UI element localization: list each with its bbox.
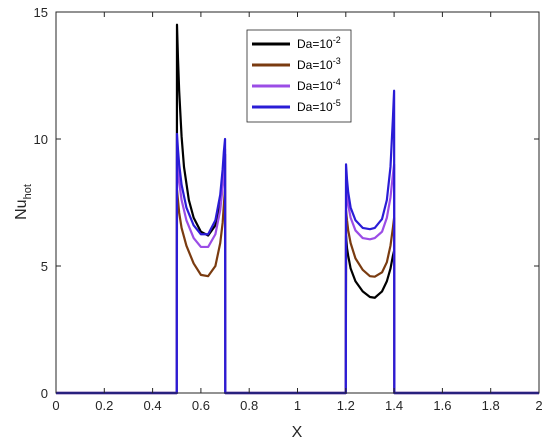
y-tick-label: 10 [34, 132, 48, 147]
y-axis-label-base: Nu [13, 199, 30, 219]
y-axis-label: Nuhot [13, 184, 34, 220]
x-tick-label: 0 [52, 398, 59, 413]
x-tick-label: 0.4 [144, 398, 162, 413]
legend-label: Da=10-4 [297, 77, 341, 93]
y-tick-label: 15 [34, 5, 48, 20]
legend-label: Da=10-5 [297, 98, 341, 114]
y-axis-label-sub: hot [22, 184, 34, 199]
legend-label: Da=10-3 [297, 56, 341, 72]
x-tick-label: 1.4 [385, 398, 403, 413]
x-tick-label: 0.6 [192, 398, 210, 413]
x-tick-label: 1.8 [482, 398, 500, 413]
y-tick-label: 0 [41, 386, 48, 401]
x-tick-label: 0.8 [240, 398, 258, 413]
x-tick-label: 0.2 [95, 398, 113, 413]
x-tick-label: 2 [535, 398, 542, 413]
x-tick-label: 1 [294, 398, 301, 413]
legend-label: Da=10-2 [297, 35, 341, 51]
y-tick-label: 5 [41, 259, 48, 274]
x-axis-ticks: 0 0.2 0.4 0.6 0.8 1 1.2 1.4 1.6 1.8 2 [52, 12, 543, 413]
plot-frame [55, 11, 540, 394]
x-axis-label: X [292, 424, 303, 441]
x-tick-label: 1.2 [337, 398, 355, 413]
legend: Da=10-2 Da=10-3 Da=10-4 Da=10-5 [246, 29, 352, 123]
x-tick-label: 1.6 [433, 398, 451, 413]
